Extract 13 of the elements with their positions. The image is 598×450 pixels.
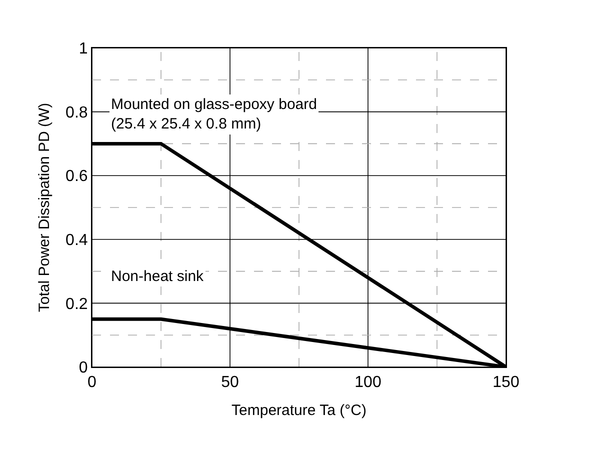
x-axis-title: Temperature Ta (°C) bbox=[232, 402, 366, 420]
y-tick-label: 0.4 bbox=[66, 232, 88, 249]
y-tick-label: 0.8 bbox=[66, 104, 88, 122]
x-tick-label: 100 bbox=[354, 374, 382, 392]
y-tick-label: 1 bbox=[78, 40, 88, 58]
annotation: Non-heat sink bbox=[111, 268, 204, 285]
x-tick-label: 150 bbox=[492, 374, 520, 392]
x-tick-label: 50 bbox=[221, 374, 239, 392]
y-tick-label: 0.6 bbox=[66, 168, 88, 186]
y-axis-title: Total Power Dissipation PD (W) bbox=[36, 102, 53, 312]
y-tick-label: 0.2 bbox=[66, 296, 88, 313]
annotation: Mounted on glass-epoxy board (25.4 x 25.4 x 0.8 mm) bbox=[111, 96, 317, 132]
y-tick-label: 0 bbox=[78, 360, 88, 377]
